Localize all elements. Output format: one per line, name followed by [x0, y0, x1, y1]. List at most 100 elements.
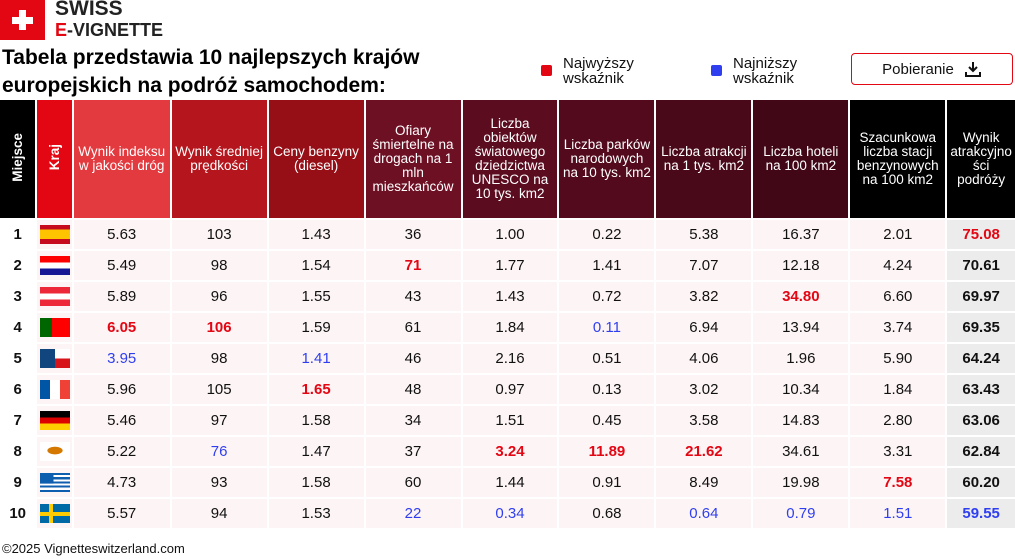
- flag: [39, 473, 70, 492]
- table-row: 7 5.46 97 1.58 34 1.51 0.45 3.58 14.83 2.80 63.06: [0, 406, 1015, 435]
- footer: ©2025 Vignetteswitzerland.com: [2, 541, 185, 556]
- value-cell: 1.55: [268, 282, 364, 311]
- value-cell: 0.45: [559, 406, 655, 435]
- value-cell: 3.02: [656, 375, 752, 404]
- value-cell: 8.49: [656, 468, 752, 497]
- logo-text: SWISS: [55, 0, 123, 20]
- legend-label: Najniższy wskaźnik: [733, 55, 798, 87]
- value-cell: 48: [365, 375, 461, 404]
- value-cell: 3.95: [73, 344, 170, 373]
- value-cell: 62.84: [947, 437, 1015, 466]
- value-cell: 0.64: [656, 499, 752, 528]
- value-cell: 1.51: [850, 499, 946, 528]
- value-cell: 14.83: [753, 406, 849, 435]
- table-row: 1 5.63 103 1.43 36 1.00 0.22 5.38 16.37 2.01 75.08: [0, 220, 1015, 249]
- value-cell: 4.73: [73, 468, 170, 497]
- value-cell: 5.89: [73, 282, 170, 311]
- flag-cell: [37, 313, 72, 342]
- column-header: Wynik średniej prędkości: [171, 100, 267, 218]
- column-header: Ceny benzyny (diesel): [268, 100, 364, 218]
- column-header: Liczba parków narodowych na 10 tys. km2: [559, 100, 655, 218]
- value-cell: 0.11: [559, 313, 655, 342]
- value-cell: 19.98: [753, 468, 849, 497]
- value-cell: 46: [365, 344, 461, 373]
- rank: 7: [0, 406, 36, 435]
- value-cell: 5.63: [73, 220, 170, 249]
- value-cell: 1.77: [462, 251, 558, 280]
- rank: 1: [0, 220, 36, 249]
- value-cell: 64.24: [947, 344, 1015, 373]
- value-cell: 0.68: [559, 499, 655, 528]
- value-cell: 1.41: [559, 251, 655, 280]
- value-cell: 75.08: [947, 220, 1015, 249]
- value-cell: 1.43: [268, 220, 364, 249]
- flag: [39, 225, 70, 244]
- value-cell: 2.80: [850, 406, 946, 435]
- value-cell: 36: [365, 220, 461, 249]
- value-cell: 94: [171, 499, 267, 528]
- rank: 8: [0, 437, 36, 466]
- download-icon: [964, 62, 981, 77]
- value-cell: 5.49: [73, 251, 170, 280]
- flag: [39, 318, 70, 337]
- column-header: Liczba hoteli na 100 km2: [753, 100, 849, 218]
- value-cell: 59.55: [947, 499, 1015, 528]
- logo-icon: [0, 0, 45, 40]
- value-cell: 37: [365, 437, 461, 466]
- value-cell: 3.31: [850, 437, 946, 466]
- value-cell: 5.57: [73, 499, 170, 528]
- value-cell: 0.72: [559, 282, 655, 311]
- table-row: 10 5.57 94 1.53 22 0.34 0.68 0.64 0.79 1.51 59.55: [0, 499, 1015, 528]
- value-cell: 43: [365, 282, 461, 311]
- value-cell: 70.61: [947, 251, 1015, 280]
- flag-cell: [37, 468, 72, 497]
- value-cell: 13.94: [753, 313, 849, 342]
- value-cell: 106: [171, 313, 267, 342]
- table-row: 3 5.89 96 1.55 43 1.43 0.72 3.82 34.80 6.60 69.97: [0, 282, 1015, 311]
- header-label: Miejsce: [9, 133, 25, 182]
- value-cell: 16.37: [753, 220, 849, 249]
- value-cell: 60.20: [947, 468, 1015, 497]
- value-cell: 21.62: [656, 437, 752, 466]
- legend-label: Najwyższy wskaźnik: [563, 55, 634, 87]
- value-cell: 34.80: [753, 282, 849, 311]
- value-cell: 5.90: [850, 344, 946, 373]
- value-cell: 5.96: [73, 375, 170, 404]
- rank: 3: [0, 282, 36, 311]
- value-cell: 3.58: [656, 406, 752, 435]
- value-cell: 0.51: [559, 344, 655, 373]
- download-button[interactable]: Pobieranie: [851, 53, 1013, 85]
- value-cell: 34: [365, 406, 461, 435]
- flag-cell: [37, 220, 72, 249]
- button-label: Pobieranie: [882, 60, 954, 78]
- value-cell: 0.97: [462, 375, 558, 404]
- flag-cell: [37, 499, 72, 528]
- flag: [39, 380, 70, 399]
- flag: [39, 504, 70, 523]
- value-cell: 22: [365, 499, 461, 528]
- value-cell: 10.34: [753, 375, 849, 404]
- value-cell: 12.18: [753, 251, 849, 280]
- value-cell: 6.60: [850, 282, 946, 311]
- table-row: 4 6.05 106 1.59 61 1.84 0.11 6.94 13.94 3.74 69.35: [0, 313, 1015, 342]
- value-cell: 1.53: [268, 499, 364, 528]
- value-cell: 98: [171, 251, 267, 280]
- value-cell: 0.91: [559, 468, 655, 497]
- value-cell: 69.35: [947, 313, 1015, 342]
- flag: [39, 287, 70, 306]
- flag: [39, 411, 70, 430]
- value-cell: 11.89: [559, 437, 655, 466]
- value-cell: 5.46: [73, 406, 170, 435]
- flag: [39, 442, 70, 461]
- value-cell: 69.97: [947, 282, 1015, 311]
- value-cell: 105: [171, 375, 267, 404]
- value-cell: 97: [171, 406, 267, 435]
- header-row: Miejsce Kraj Wynik indeksu w jakości dróg W…: [0, 100, 1015, 218]
- value-cell: 71: [365, 251, 461, 280]
- rank: 4: [0, 313, 36, 342]
- value-cell: 1.84: [850, 375, 946, 404]
- column-header: Wynik atrakcyjności podróży: [947, 100, 1015, 218]
- table-body: 1 5.63 103 1.43 36 1.00 0.22 5.38 16.37 2.01 75.08…: [0, 220, 1015, 528]
- flag-cell: [37, 251, 72, 280]
